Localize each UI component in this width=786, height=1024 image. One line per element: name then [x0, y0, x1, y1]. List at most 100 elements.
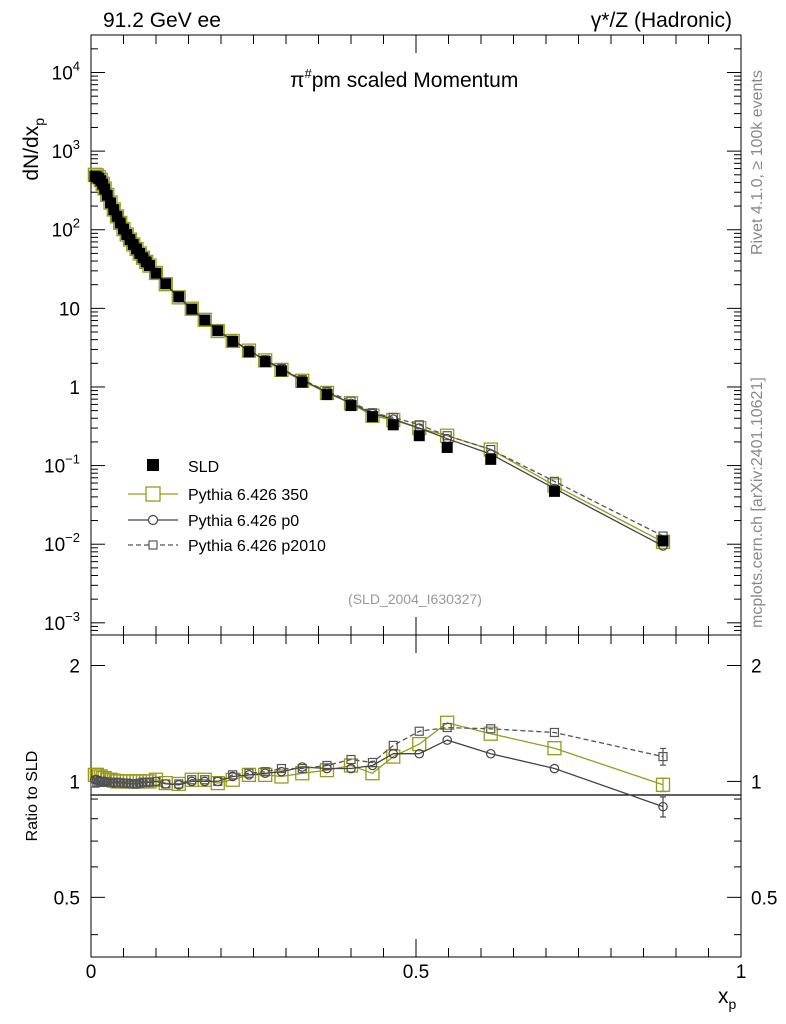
ratio-y-tick-label-left: 1: [69, 772, 80, 793]
header-energy-label: 91.2 GeV ee: [103, 9, 221, 32]
main-y-tick-label: 10−2: [44, 530, 80, 556]
legend-p0-marker: [147, 514, 159, 526]
main-y-tick-label: 104: [52, 59, 80, 85]
ratio-y-tick-label-right: 0.5: [751, 888, 777, 909]
ratio-point-pythia-6-426-p0: [442, 735, 452, 745]
ratio-point-pythia-6-426-p2010: [135, 778, 145, 788]
main-point-sld: [199, 314, 211, 326]
main-y-tick-label-exp: 4: [73, 59, 80, 74]
ratio-point-pythia-6-426-p2010: [658, 751, 668, 762]
ratio-panel: 2 21 10.5 0.5 0 0.5 1 Ratio to SLD: [24, 634, 778, 983]
ratio-point-pythia-6-426-350: [319, 762, 335, 778]
ratio-point-pythia-6-426-350: [274, 769, 289, 784]
main-point-sld: [114, 217, 126, 229]
main-point-sld: [441, 441, 453, 453]
ratio-point-pythia-6-426-p0: [346, 763, 356, 774]
ratio-point-pythia-6-426-p2010: [388, 740, 398, 751]
legend-p0-label: Pythia 6.426 p0: [188, 513, 299, 530]
main-y-tick-label-exp: 2: [73, 216, 80, 231]
legend-p2010-label: Pythia 6.426 p2010: [188, 538, 326, 555]
main-point-sld: [150, 267, 162, 279]
main-point-sld: [366, 411, 378, 423]
ratio-point-pythia-6-426-350: [483, 726, 498, 741]
main-y-tick-label: 103: [52, 137, 80, 163]
main-point-sld: [387, 419, 399, 431]
ratio-point-pythia-6-426-350: [210, 775, 225, 791]
main-y-tick-label-exp: 3: [73, 137, 80, 152]
ratio-point-pythia-6-426-p2010: [442, 722, 452, 733]
legend-sld-label: SLD: [188, 459, 219, 476]
header-process-label: γ*/Z (Hadronic): [591, 9, 732, 32]
legend: SLD Pythia 6.426 350 Pythia 6.426 p0 Pyt…: [128, 459, 326, 555]
ratio-point-pythia-6-426-350: [655, 777, 671, 792]
main-y-tick-label-base: 1: [69, 378, 80, 399]
ratio-y-tick-label-left: 0.5: [54, 888, 80, 909]
ratio-point-pythia-6-426-350: [440, 715, 455, 730]
ratio-point-pythia-6-426-p2010: [213, 776, 223, 787]
main-y-tick-label: 1: [69, 378, 80, 399]
main-y-tick-label-base: 10: [52, 64, 73, 85]
ratio-point-pythia-6-426-p2010: [174, 779, 184, 789]
main-axis-ticks: [90, 34, 742, 636]
ratio-point-pythia-6-426-350: [412, 736, 427, 752]
chart-title: π#pm scaled Momentum: [290, 66, 518, 92]
ratio-point-pythia-6-426-p0: [485, 748, 496, 759]
x-tick-label: 1: [736, 962, 747, 983]
ratio-panel-frame: [90, 634, 742, 958]
ratio-line-pythia-6-426-p2010: [94, 726, 664, 785]
main-y-tick-label-exp: −3: [65, 609, 80, 624]
ratio-point-pythia-6-426-p2010: [144, 777, 155, 787]
ratio-point-pythia-6-426-p2010: [228, 770, 238, 780]
main-point-pythia-6-426-350: [210, 323, 225, 339]
main-point-sld: [227, 335, 239, 347]
ratio-point-pythia-6-426-350: [225, 772, 240, 787]
main-series-group: [87, 167, 671, 551]
ratio-point-pythia-6-426-p2010: [161, 779, 171, 789]
ratio-point-pythia-6-426-p2010: [367, 757, 378, 768]
legend-p350-marker: [145, 486, 161, 502]
side-text-rivet: Rivet 4.1.0, ≥ 100k events: [749, 70, 766, 255]
x-axis-label-text: x: [718, 985, 729, 1008]
ratio-series-group: [87, 715, 671, 818]
legend-p350-label: Pythia 6.426 350: [188, 487, 308, 504]
ratio-point-pythia-6-426-p2010: [346, 754, 356, 765]
main-point-pythia-6-426-350: [184, 301, 199, 316]
main-point-pythia-6-426-350: [225, 333, 240, 349]
ratio-point-pythia-6-426-350: [258, 767, 273, 783]
main-point-sld: [548, 485, 560, 497]
main-point-pythia-6-426-350: [158, 277, 173, 292]
x-tick-labels: 0 0.5 1: [86, 962, 747, 983]
main-y-tick-label-base: 10: [52, 221, 73, 242]
main-point-pythia-6-426-p2010: [549, 476, 560, 486]
ratio-point-pythia-6-426-p2010: [260, 767, 270, 777]
main-point-sld: [160, 278, 172, 290]
main-y-tick-label-base: 10: [44, 535, 65, 556]
ratio-point-pythia-6-426-350: [547, 741, 562, 756]
ratio-point-pythia-6-426-p2010: [244, 768, 254, 778]
ratio-point-pythia-6-426-p2010: [151, 776, 161, 787]
main-point-sld: [144, 260, 155, 272]
main-point-sld: [321, 389, 333, 401]
main-y-tick-label-exp: −2: [65, 530, 80, 545]
main-point-sld: [108, 204, 120, 216]
main-point-sld: [413, 430, 425, 442]
legend-p2010-marker: [148, 540, 158, 550]
main-point-sld: [105, 197, 116, 209]
main-point-pythia-6-426-350: [171, 290, 186, 305]
ratio-point-pythia-6-426-p2010: [322, 760, 332, 771]
main-y-tick-label-base: 10: [44, 457, 65, 478]
ratio-y-tick-labels: 2 2 1 1 0.5 0.5: [54, 656, 778, 909]
chart-title-rest: pm scaled Momentum: [312, 69, 519, 92]
main-y-tick-label-base: 10: [59, 299, 80, 320]
main-y-tick-label: 10: [59, 299, 80, 320]
main-point-sld: [212, 325, 224, 337]
ratio-point-pythia-6-426-p2010: [200, 775, 210, 785]
ratio-y-tick-label-left: 2: [69, 656, 80, 677]
ratio-point-pythia-6-426-p2010: [486, 724, 496, 734]
main-point-sld: [99, 183, 111, 195]
main-point-sld: [111, 210, 123, 222]
ratio-point-pythia-6-426-p0: [414, 748, 425, 759]
main-y-axis-label-text: dN/dx: [20, 125, 43, 180]
